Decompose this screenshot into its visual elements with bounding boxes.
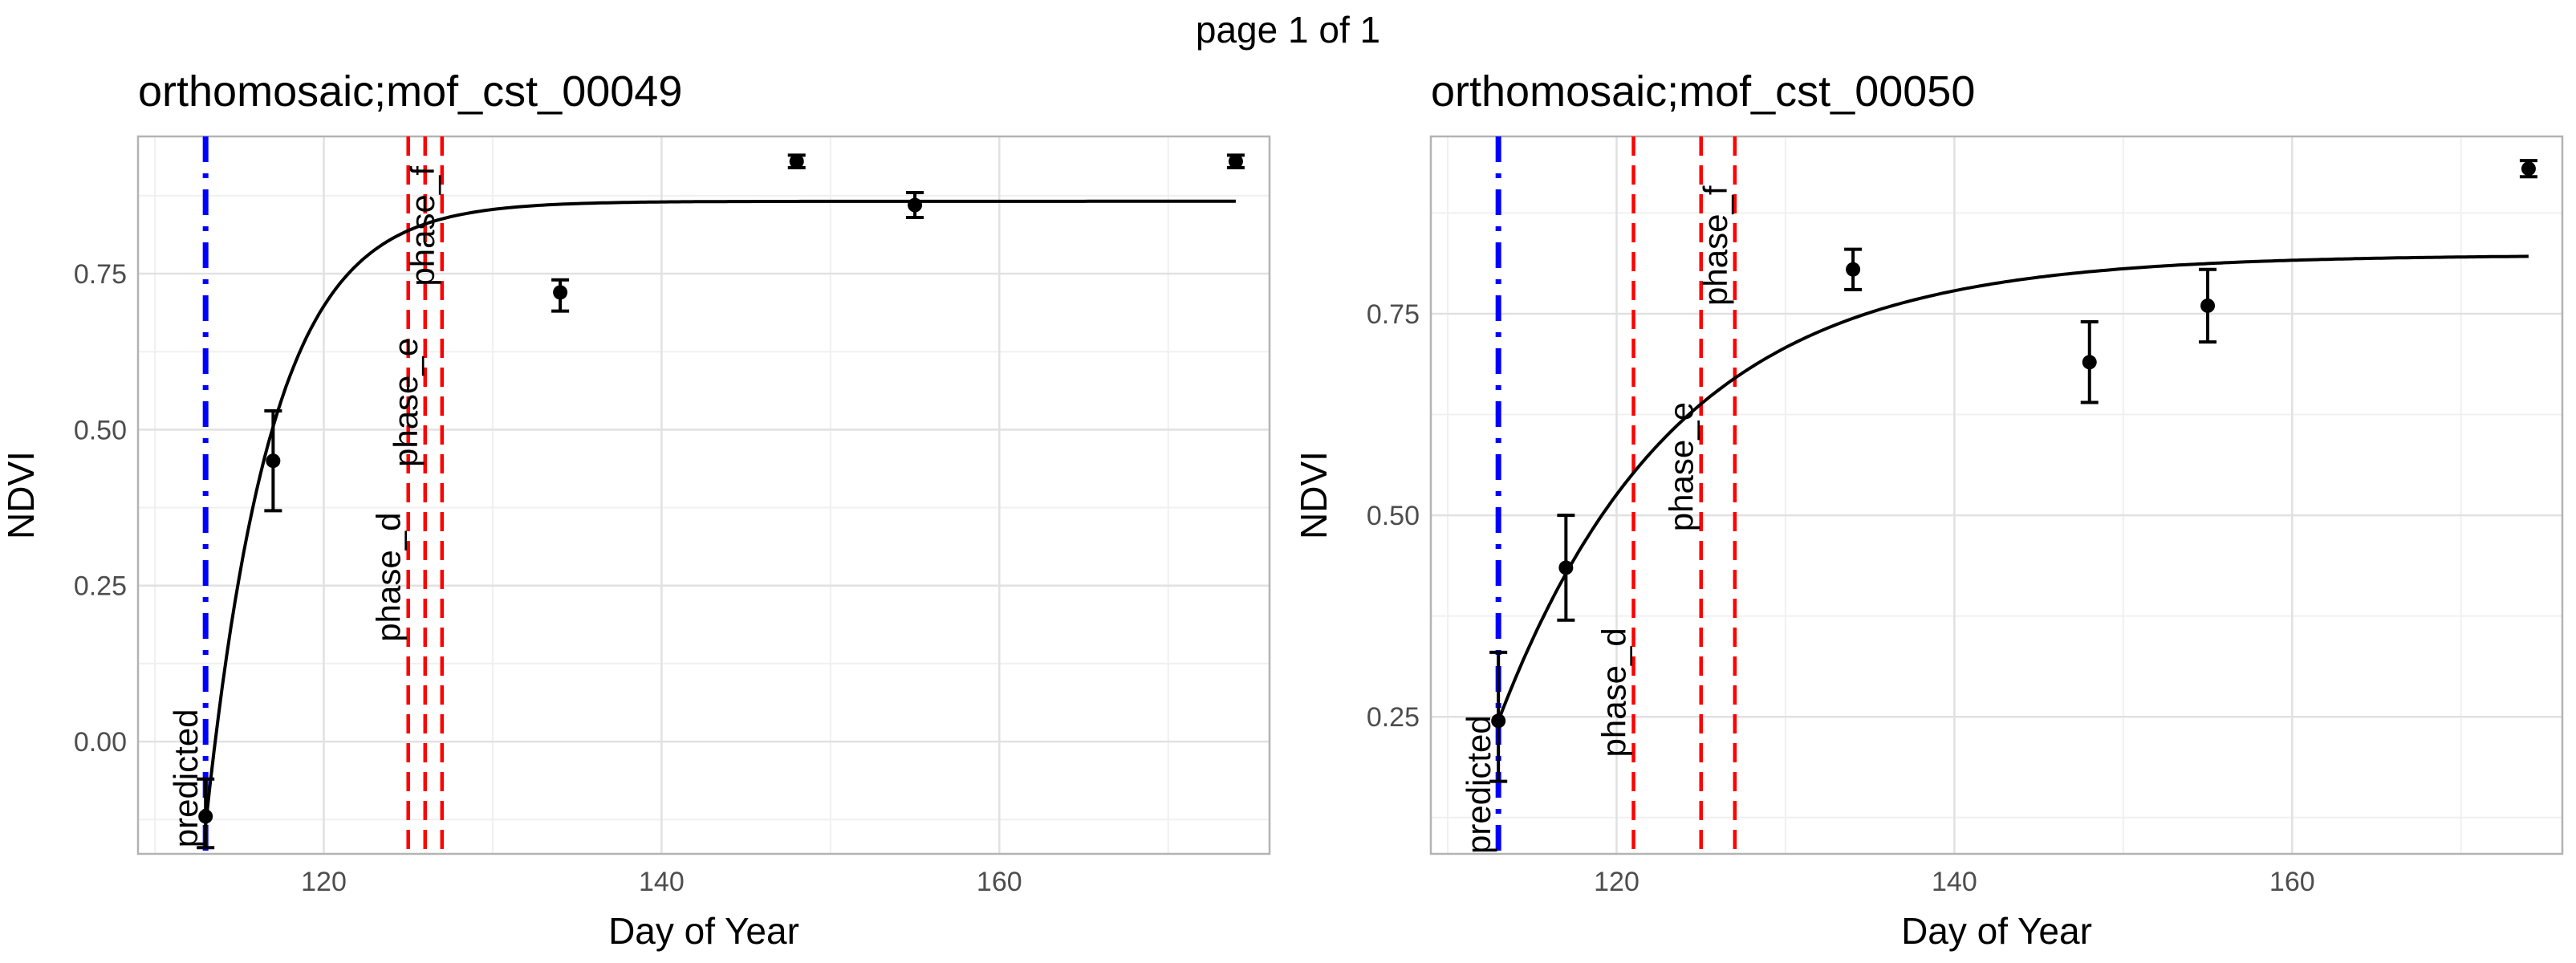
data-point (553, 285, 568, 300)
data-point (908, 197, 923, 213)
vline-label-phase_e: phase_e (1663, 402, 1700, 531)
data-point (266, 453, 281, 469)
page-title: page 1 of 1 (1195, 9, 1381, 51)
x-tick-label: 140 (1932, 867, 1977, 897)
x-axis-label: Day of Year (608, 910, 799, 952)
x-tick-label: 120 (1594, 867, 1639, 897)
plot-area: predicted phase_d phase_e phase_f (1460, 136, 2537, 854)
panel-title: orthomosaic;mof_cst_00050 (1431, 67, 1975, 116)
fitted-curve (204, 199, 1236, 827)
data-point (1228, 154, 1243, 169)
data-point (1846, 262, 1861, 277)
y-tick-label: 0.50 (1367, 501, 1420, 531)
data-point (198, 809, 213, 824)
x-tick-label: 120 (301, 867, 347, 897)
data-point (2200, 298, 2216, 313)
x-axis-label: Day of Year (1901, 910, 2092, 952)
y-tick-label: 0.50 (74, 415, 127, 445)
panel-title: orthomosaic;mof_cst_00049 (138, 67, 682, 116)
y-axis-label: NDVI (0, 451, 42, 539)
y-tick-label: 0.00 (74, 727, 127, 758)
fitted-curve (1497, 254, 2529, 722)
data-point (2082, 355, 2097, 370)
x-tick-label: 140 (639, 867, 685, 897)
chart-panel-2: 120 140 160 0.25 0.50 0.75 Day of Year NDVI orth… (1293, 67, 2564, 952)
panel-border (1429, 135, 2564, 855)
y-axis-label: NDVI (1293, 451, 1335, 539)
vline-label-phase_d: phase_d (370, 513, 408, 642)
data-point (2521, 161, 2536, 177)
y-tick-label: 0.75 (74, 259, 127, 290)
y-tick-label: 0.25 (1367, 702, 1420, 733)
y-tick-label: 0.25 (74, 571, 127, 602)
vline-label-phase_f: phase_f (1696, 185, 1734, 306)
vline-label-predicted: predicted (1460, 715, 1497, 854)
vline-label-predicted: predicted (167, 709, 205, 847)
vline-label-phase_e: phase_e (387, 338, 425, 467)
data-point (1491, 713, 1506, 729)
chart-panel-1: 120 140 160 0.00 0.25 0.50 0.75 Day of Year NDVI… (0, 67, 1271, 952)
x-tick-label: 160 (977, 867, 1022, 897)
plot-area: predicted phase_d phase_e phase_f (167, 136, 1245, 854)
x-tick-label: 160 (2269, 867, 2315, 897)
vline-label-phase_d: phase_d (1595, 628, 1633, 757)
panel-border (136, 135, 1271, 855)
vline-label-phase_f: phase_f (404, 166, 441, 286)
y-tick-label: 0.75 (1367, 299, 1420, 330)
data-point (1558, 560, 1574, 575)
data-point (789, 154, 804, 169)
